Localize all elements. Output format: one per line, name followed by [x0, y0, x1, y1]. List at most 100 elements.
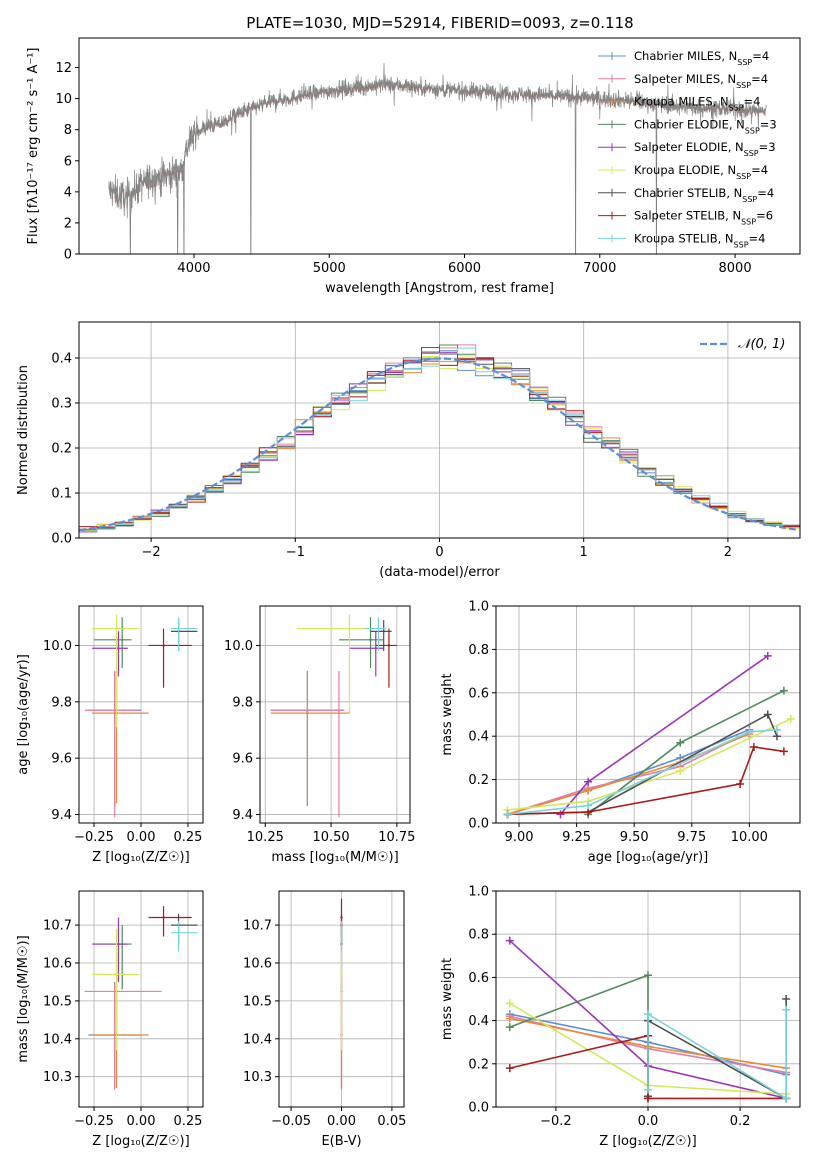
series-marker-3: [676, 738, 685, 747]
plot-area: [108, 63, 767, 254]
x-tick-label: 0.00: [327, 1114, 356, 1129]
legend: Chabrier MILES, NSSP=4 Salpeter MILES, NS…: [598, 49, 777, 249]
series-marker-8: [503, 810, 512, 819]
series-marker-7: [779, 747, 788, 756]
axes-frame: [278, 890, 405, 1108]
x-tick-label: −0.25: [74, 830, 114, 845]
data-point-8: [177, 627, 180, 630]
data-point-4: [374, 647, 377, 650]
data-point-1: [113, 990, 116, 993]
series-marker-8: [644, 1010, 652, 1019]
x-tick-label: 10.00: [731, 830, 768, 845]
y-axis-label: Flux [fλ10⁻¹⁷ erg cm⁻² s⁻¹ A⁻¹]: [26, 48, 41, 245]
plot-area: [503, 651, 795, 819]
data-point-7: [340, 916, 343, 919]
x-tick-label: −0.2: [540, 1114, 572, 1129]
series-marker-5: [786, 714, 795, 723]
data-point-4: [117, 942, 120, 946]
data-point-4: [117, 647, 120, 650]
y-tick-label: 0.0: [51, 532, 72, 547]
y-tick-label: 0.0: [468, 817, 489, 832]
legend-label: Chabrier MILES, NSSP=4: [634, 49, 769, 67]
series-marker-2: [584, 786, 593, 795]
histogram-series-8: [79, 347, 800, 532]
data-point-3: [369, 638, 372, 642]
x-axis-label: mass [log₁₀(M/M☉)]: [271, 850, 398, 865]
series-marker-7: [644, 1094, 652, 1103]
x-tick-label: 2: [724, 545, 732, 560]
y-tick-label: 10.4: [43, 1032, 72, 1047]
chart-age_vs_mass: 10.25 10.50 10.75 9.4 9.6 9.8 10.0 mass [log₁₀(…: [224, 605, 415, 865]
series-marker-6: [763, 710, 772, 719]
series-marker-3: [505, 1023, 514, 1032]
data-point-2: [306, 711, 309, 715]
plot-area: [84, 614, 198, 818]
x-axis-label: age [log₁₀(age/yr)]: [588, 850, 709, 865]
series-marker-8: [772, 725, 781, 734]
y-axis-label: mass weight: [440, 673, 455, 755]
legend-label: Salpeter MILES, NSSP=4: [634, 72, 768, 90]
x-tick-label: −0.25: [74, 1114, 114, 1129]
x-tick-label: 0.2: [730, 1114, 751, 1129]
x-axis-label: (data-model)/error: [379, 565, 500, 580]
axes-frame: [78, 37, 801, 255]
y-tick-label: 10: [55, 92, 72, 107]
y-axis-label: mass [log₁₀(M/M☉)]: [16, 935, 31, 1062]
chart-weight_vs_age: 9.00 9.25 9.50 9.75 10.00 0.0 0.2 0.4 0.6 0.8 1.0 a…: [440, 600, 801, 865]
y-tick-label: 10.3: [243, 1070, 272, 1085]
data-point-7: [162, 916, 165, 919]
data-point-5: [348, 627, 351, 630]
y-tick-label: 9.8: [232, 695, 253, 710]
y-tick-label: 10.5: [43, 994, 72, 1009]
data-point-1: [337, 709, 341, 712]
plot-area: [79, 344, 800, 533]
series-marker-5: [676, 766, 685, 775]
y-tick-label: 10.3: [43, 1070, 72, 1085]
x-tick-label: 0.00: [127, 830, 156, 845]
series-marker-8: [644, 1085, 652, 1094]
legend-label: Salpeter ELODIE, NSSP=3: [634, 140, 776, 158]
legend: 𝒩(0, 1): [700, 337, 785, 352]
y-tick-label: 0.4: [468, 1014, 489, 1029]
x-tick-label: 1: [580, 545, 588, 560]
x-tick-label: 0.05: [377, 1114, 406, 1129]
series-marker-2: [505, 1014, 514, 1023]
series-marker-7: [505, 1064, 514, 1073]
series-marker-3: [779, 686, 788, 695]
y-tick-label: 0.6: [468, 971, 489, 986]
y-tick-label: 0.8: [468, 928, 489, 943]
series-marker-4: [584, 777, 593, 786]
y-tick-label: 12: [55, 61, 72, 76]
x-tick-label: 10.50: [312, 830, 349, 845]
series-marker-7: [749, 743, 758, 752]
y-tick-label: 0.2: [468, 1057, 489, 1072]
series-marker-3: [644, 971, 652, 980]
x-tick-label: 0: [435, 545, 443, 560]
y-tick-label: 0.1: [51, 487, 72, 502]
x-tick-label: −2: [142, 545, 161, 560]
y-tick-label: 10.7: [243, 919, 272, 934]
x-tick-label: 9.75: [677, 830, 706, 845]
legend-label: Kroupa MILES, NSSP=4: [634, 95, 760, 113]
x-tick-label: 0.0: [638, 1114, 659, 1129]
data-point-6: [382, 630, 385, 633]
data-point-5: [115, 627, 118, 630]
x-tick-label: 10.75: [378, 830, 415, 845]
y-tick-label: 9.8: [51, 695, 72, 710]
data-point-1: [113, 709, 116, 712]
y-tick-label: 6: [64, 154, 72, 169]
figure-title: PLATE=1030, MJD=52914, FIBERID=0093, z=0…: [246, 14, 633, 32]
series-marker-4: [763, 651, 772, 660]
y-tick-label: 10.6: [243, 957, 272, 972]
y-tick-label: 0.6: [468, 686, 489, 701]
series-marker-8: [782, 1094, 791, 1103]
legend-label: Chabrier STELIB, NSSP=4: [634, 186, 774, 204]
y-tick-label: 9.6: [232, 752, 253, 767]
series-marker-4: [556, 810, 565, 819]
x-tick-label: 8000: [719, 261, 752, 276]
y-tick-label: 10.0: [224, 639, 253, 654]
y-tick-label: 4: [64, 185, 72, 200]
y-tick-label: 9.4: [51, 808, 72, 823]
x-tick-label: 4000: [177, 261, 210, 276]
